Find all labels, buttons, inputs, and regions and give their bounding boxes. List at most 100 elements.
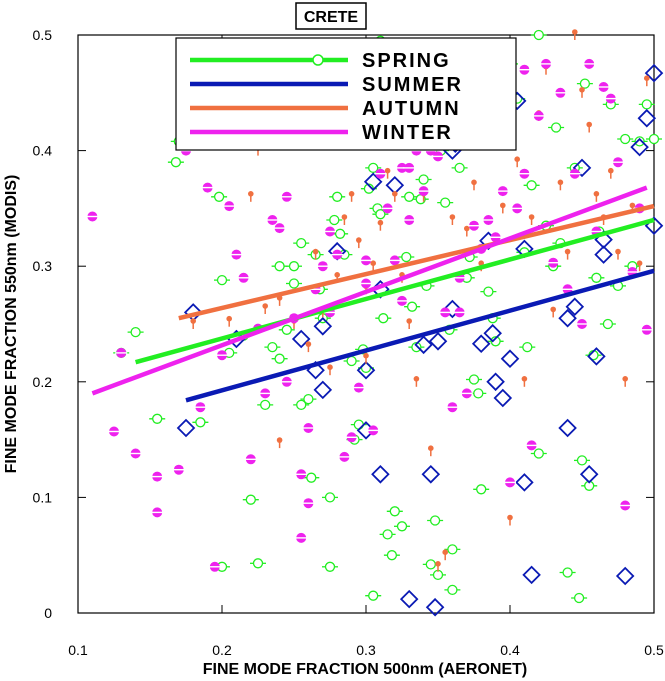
spring-point bbox=[415, 174, 432, 185]
winter-point bbox=[360, 255, 372, 266]
x-tick-label: 0.2 bbox=[212, 642, 232, 658]
winter-point bbox=[151, 471, 164, 482]
summer-point bbox=[630, 137, 649, 157]
spring-point bbox=[379, 529, 396, 540]
summer-point bbox=[486, 372, 505, 392]
autumn-point bbox=[413, 376, 420, 387]
y-tick-label: 0.2 bbox=[33, 374, 53, 390]
spring-point bbox=[303, 472, 320, 483]
spring-point bbox=[372, 209, 389, 220]
spring-point bbox=[293, 399, 310, 411]
summer-point bbox=[615, 566, 635, 586]
winter-point bbox=[388, 255, 401, 266]
winter-point bbox=[259, 388, 272, 399]
autumn-point bbox=[521, 376, 528, 387]
autumn-point bbox=[370, 260, 376, 272]
spring-point bbox=[278, 324, 295, 335]
legend-marker-spring bbox=[312, 54, 324, 66]
summer-point bbox=[493, 388, 513, 408]
spring-point bbox=[365, 162, 382, 174]
summer-point bbox=[594, 245, 613, 264]
winter-point bbox=[604, 93, 617, 104]
spring-point bbox=[574, 455, 590, 466]
spring-point bbox=[444, 584, 461, 596]
winter-point bbox=[208, 561, 221, 572]
autumn-point bbox=[449, 214, 456, 225]
spring-point bbox=[326, 214, 343, 226]
spring-point bbox=[329, 191, 346, 202]
summer-point bbox=[176, 418, 196, 438]
summer-point bbox=[443, 299, 462, 319]
winter-point bbox=[331, 249, 344, 260]
autumn-point bbox=[312, 248, 319, 260]
winter-point bbox=[374, 168, 387, 179]
summer-points bbox=[176, 63, 664, 617]
spring-point bbox=[559, 567, 576, 578]
summer-point bbox=[637, 108, 657, 128]
summer-point bbox=[356, 360, 376, 380]
spring-point bbox=[430, 569, 446, 581]
y-tick-label: 0.3 bbox=[33, 258, 53, 274]
autumn-point bbox=[356, 237, 362, 249]
spring-point bbox=[466, 374, 482, 385]
summer-point bbox=[644, 63, 664, 83]
spring-point bbox=[271, 261, 288, 272]
winter-point bbox=[295, 469, 308, 480]
spring-point bbox=[322, 492, 338, 503]
summer-point bbox=[291, 329, 311, 349]
winter-point bbox=[432, 151, 444, 162]
spring-point bbox=[271, 353, 288, 364]
spring-point bbox=[149, 413, 166, 424]
x-tick-label: 0.3 bbox=[356, 642, 376, 658]
x-tick-label: 0.1 bbox=[68, 642, 88, 658]
winter-point bbox=[518, 64, 531, 75]
autumn-point bbox=[615, 248, 621, 260]
spring-point bbox=[192, 417, 209, 428]
winter-point bbox=[576, 319, 588, 329]
winter-point bbox=[237, 272, 250, 283]
winter-point bbox=[525, 440, 538, 451]
summer-point bbox=[558, 418, 577, 438]
winter-point bbox=[115, 347, 128, 358]
winter-point bbox=[403, 215, 416, 225]
legend-label-autumn: AUTUMN bbox=[362, 98, 461, 120]
autumn-point bbox=[586, 121, 592, 133]
spring-point bbox=[519, 341, 536, 353]
winter-point bbox=[468, 220, 480, 231]
winter-point bbox=[532, 110, 545, 121]
x-tick-label: 0.5 bbox=[644, 642, 664, 658]
spring-point bbox=[470, 388, 487, 399]
summer-point bbox=[587, 347, 606, 366]
winter-point bbox=[640, 324, 653, 335]
spring-point bbox=[576, 78, 593, 89]
spring-point bbox=[523, 180, 540, 191]
spring-point bbox=[386, 506, 403, 517]
winter-point bbox=[280, 376, 293, 387]
summer-point bbox=[421, 465, 441, 484]
spring-point bbox=[412, 194, 429, 205]
autumn-point bbox=[392, 191, 398, 202]
spring-point bbox=[548, 122, 565, 133]
autumn-point bbox=[464, 225, 470, 237]
spring-point bbox=[444, 544, 461, 555]
autumn-point bbox=[579, 87, 585, 98]
autumn-point bbox=[305, 341, 312, 353]
summer-point bbox=[522, 565, 541, 585]
spring-point bbox=[394, 521, 410, 532]
autumn-point bbox=[636, 260, 643, 272]
spring-point bbox=[242, 494, 259, 505]
y-tick-label: 0 bbox=[44, 605, 52, 621]
winter-point bbox=[612, 157, 624, 168]
spring-point bbox=[638, 99, 655, 110]
winter-point bbox=[86, 211, 99, 222]
winter-point bbox=[266, 215, 279, 225]
y-tick-label: 0.5 bbox=[33, 27, 53, 43]
spring-point bbox=[286, 278, 302, 289]
autumn-point bbox=[564, 248, 571, 260]
winter-point bbox=[403, 162, 416, 173]
winter-point bbox=[223, 201, 236, 212]
winter-point bbox=[367, 425, 380, 436]
y-axis-title: FINE MODE FRACTION 550nm (MODIS) bbox=[3, 175, 20, 474]
winter-point bbox=[302, 498, 315, 509]
autumn-point bbox=[593, 191, 600, 202]
